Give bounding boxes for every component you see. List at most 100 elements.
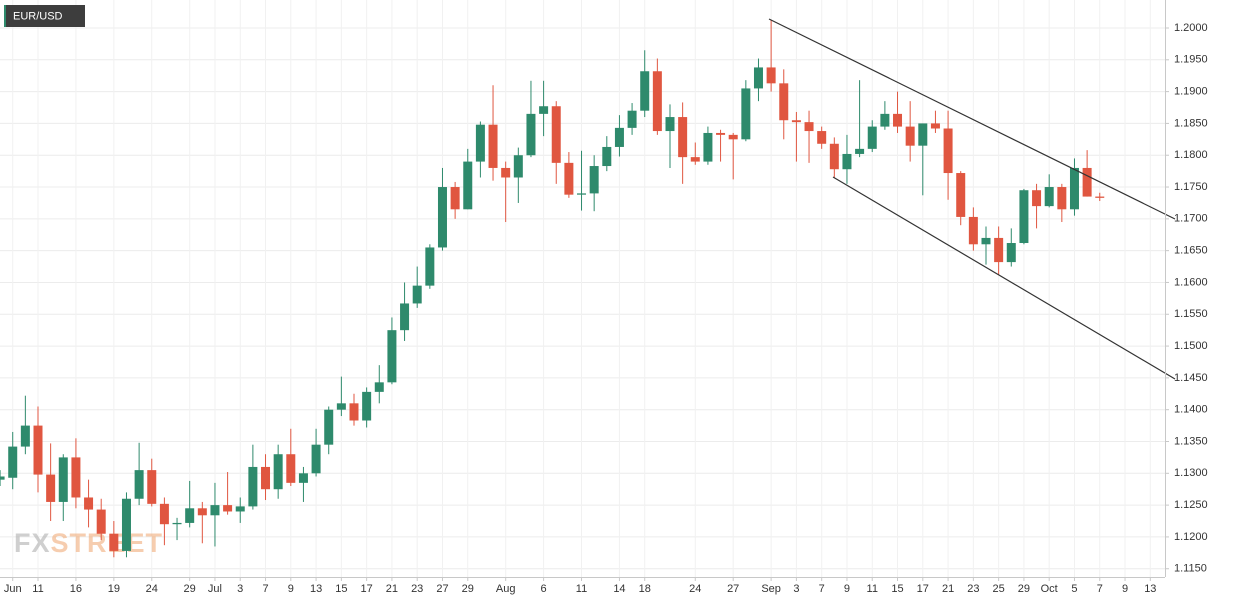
candle-body — [488, 124, 498, 168]
candle-body — [362, 391, 372, 421]
candle-body — [84, 497, 94, 510]
watermark-street: STREET — [51, 528, 164, 558]
x-tick-label: 25 — [993, 583, 1005, 595]
axes: 1.1150 1.1200 1.1250 1.1300 1.1350 1.1400 1.14… — [4, 22, 1208, 595]
x-tick-label: 15 — [891, 583, 903, 595]
y-tick-label: 1.1350 — [1174, 435, 1208, 447]
candle-body — [829, 143, 839, 170]
y-tick-label: 1.1950 — [1174, 54, 1208, 66]
candle-body — [513, 155, 523, 178]
x-tick-label: 13 — [1144, 583, 1156, 595]
x-tick-label: 9 — [1122, 583, 1128, 595]
x-tick-label: Sep — [761, 583, 781, 595]
y-tick-label: 1.1200 — [1174, 531, 1208, 543]
x-tick-label: 21 — [386, 583, 398, 595]
watermark-fx: FX — [14, 528, 51, 558]
x-tick-label: 7 — [819, 583, 825, 595]
candle-body — [880, 113, 890, 127]
y-tick-label: 1.2000 — [1174, 22, 1208, 34]
candle-body — [665, 117, 675, 132]
candle-body — [412, 285, 422, 304]
candles — [0, 20, 1105, 558]
candle-body — [640, 71, 650, 111]
y-tick-label: 1.1500 — [1174, 340, 1208, 352]
x-tick-label: 11 — [32, 583, 43, 595]
candle-body — [336, 403, 346, 410]
x-tick-label: 19 — [108, 583, 120, 595]
candle-body — [893, 113, 903, 127]
candle-body — [741, 88, 751, 140]
x-tick-label: Aug — [496, 583, 516, 595]
x-tick-label: 18 — [639, 583, 651, 595]
x-tick-label: 27 — [727, 583, 739, 595]
chart-title: EUR/USD — [13, 10, 63, 22]
x-tick-label: 23 — [411, 583, 423, 595]
candle-body — [475, 124, 485, 162]
x-tick-label: 27 — [436, 583, 448, 595]
candle-body — [1095, 196, 1105, 198]
x-tick-label: 9 — [844, 583, 850, 595]
candle-body — [261, 466, 271, 490]
x-tick-label: 3 — [237, 583, 243, 595]
y-tick-label: 1.1800 — [1174, 149, 1208, 161]
candle-body — [703, 132, 713, 162]
title-box — [4, 5, 85, 27]
x-tick-label: 24 — [146, 583, 158, 595]
candle-body — [564, 162, 574, 195]
x-tick-label: 16 — [70, 583, 82, 595]
candle-body — [273, 454, 283, 490]
candle-body — [716, 132, 726, 135]
x-tick-label: 17 — [917, 583, 929, 595]
candle-body — [298, 473, 308, 483]
candle-body — [589, 166, 599, 194]
x-tick-label: 6 — [541, 583, 547, 595]
candle-body — [1082, 167, 1092, 197]
x-tick-label: 24 — [689, 583, 701, 595]
candle-body — [539, 106, 549, 114]
candle-body — [804, 122, 814, 132]
y-tick-label: 1.1400 — [1174, 404, 1208, 416]
y-tick-label: 1.1550 — [1174, 308, 1208, 320]
candle-body — [1032, 190, 1042, 207]
y-tick-label: 1.1450 — [1174, 372, 1208, 384]
candle-body — [956, 173, 966, 217]
x-tick-label: Oct — [1041, 583, 1058, 595]
candle-body — [678, 117, 688, 158]
watermark: FXSTREET — [14, 528, 164, 558]
y-tick-label: 1.1150 — [1174, 563, 1207, 575]
x-tick-label: 17 — [361, 583, 373, 595]
candle-body — [374, 382, 384, 392]
x-tick-label: 7 — [1097, 583, 1103, 595]
y-tick-label: 1.1850 — [1174, 117, 1208, 129]
candle-body — [855, 148, 865, 154]
candle-body — [437, 187, 447, 248]
y-tick-label: 1.1300 — [1174, 467, 1208, 479]
candle-body — [197, 508, 207, 516]
candle-body — [20, 425, 30, 447]
candle-body — [463, 161, 473, 210]
candle-body — [652, 71, 662, 132]
y-tick-label: 1.1250 — [1174, 499, 1208, 511]
candle-body — [96, 509, 106, 534]
candle-body — [450, 187, 460, 210]
candle-body — [172, 522, 182, 525]
y-tick-label: 1.1750 — [1174, 181, 1208, 193]
candle-body — [147, 470, 157, 504]
y-tick-label: 1.1900 — [1174, 86, 1208, 98]
candle-body — [766, 67, 776, 84]
candle-body — [551, 106, 561, 163]
candle-body — [842, 153, 852, 170]
candle-body — [58, 457, 68, 502]
candle-body — [614, 127, 624, 147]
candle-body — [905, 126, 915, 146]
x-tick-label: 11 — [867, 583, 878, 595]
x-tick-label: 23 — [967, 583, 979, 595]
candle-body — [71, 457, 81, 498]
x-tick-label: 15 — [335, 583, 347, 595]
candle-body — [387, 330, 397, 383]
candle-body — [526, 113, 536, 156]
x-tick-label: 21 — [942, 583, 954, 595]
x-tick-label: 29 — [184, 583, 196, 595]
candle-body — [349, 403, 359, 421]
